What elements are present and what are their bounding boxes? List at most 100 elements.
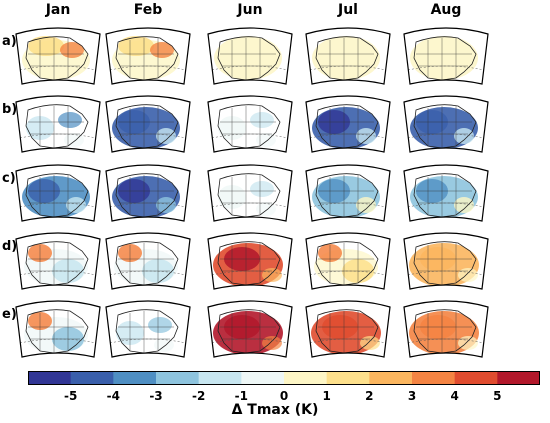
row-label-c: c) <box>2 171 16 186</box>
latitude-line <box>109 338 187 344</box>
column-title-feb: Feb <box>133 2 163 18</box>
latitude-line <box>309 202 387 208</box>
map-frame <box>403 164 489 222</box>
colorbar-segment <box>113 371 157 385</box>
latitude-line <box>407 338 485 344</box>
row-label-b: b) <box>2 102 18 117</box>
map-frame <box>403 300 489 358</box>
latitude-line <box>407 65 485 71</box>
coastline <box>115 104 179 149</box>
map-panel-e-jun <box>202 293 298 361</box>
map-panel-d-jun <box>202 225 298 293</box>
colorbar-segment <box>412 371 456 385</box>
latitude-line <box>309 270 387 276</box>
latitude-line <box>109 202 187 208</box>
coastline <box>413 104 477 149</box>
map-panel-b-jun <box>202 88 298 156</box>
coastline <box>25 173 89 218</box>
map-panel-e-jul <box>300 293 396 361</box>
latitude-line <box>211 65 289 71</box>
map-frame <box>105 95 191 153</box>
map-panel-d-feb <box>100 225 196 293</box>
colorbar-segment <box>454 371 498 385</box>
row-label-d: d) <box>2 239 18 254</box>
map-frame <box>105 300 191 358</box>
anomaly-field <box>214 36 282 80</box>
map-frame <box>305 232 391 290</box>
map-panel-c-jul <box>300 157 396 225</box>
map-panel-e-jan <box>10 293 106 361</box>
latitude-line <box>407 133 485 139</box>
map-panel-a-feb <box>100 20 196 88</box>
latitude-line <box>19 202 97 208</box>
anomaly-field <box>410 107 478 149</box>
colorbar <box>28 371 540 385</box>
map-panel-c-aug <box>398 157 494 225</box>
latitude-line <box>19 65 97 71</box>
colorbar-tick-label: -3 <box>149 389 163 403</box>
anomaly-field <box>312 107 380 149</box>
map-frame <box>15 95 101 153</box>
colorbar-segment <box>198 371 242 385</box>
map-panel-c-jun <box>202 157 298 225</box>
coastline <box>413 36 477 81</box>
colorbar-tick-label: 1 <box>322 389 331 403</box>
coastline <box>25 309 89 354</box>
coastline <box>115 36 179 81</box>
colorbar-tick-label: 5 <box>493 389 502 403</box>
column-title-jan: Jan <box>45 2 71 18</box>
coastline <box>413 309 477 354</box>
coastline <box>115 241 179 286</box>
latitude-line <box>19 338 97 344</box>
coastline <box>413 173 477 218</box>
colorbar-segment <box>28 371 72 385</box>
coastline <box>315 309 379 354</box>
anomaly-field <box>22 176 90 218</box>
latitude-line <box>211 202 289 208</box>
map-frame <box>207 232 293 290</box>
colorbar-tick-label: -1 <box>234 389 248 403</box>
anomaly-field <box>410 36 478 80</box>
map-panel-b-jan <box>10 88 106 156</box>
coastline <box>315 241 379 286</box>
coastline <box>217 36 281 81</box>
colorbar-tick-label: 3 <box>407 389 417 403</box>
latitude-line <box>309 338 387 344</box>
colorbar-segment <box>497 371 540 385</box>
coastline <box>115 309 179 354</box>
latitude-line <box>211 270 289 276</box>
latitude-line <box>211 133 289 139</box>
coastline <box>25 36 89 81</box>
map-frame <box>105 164 191 222</box>
row-label-a: a) <box>2 34 17 49</box>
colorbar-tick-label: -5 <box>63 389 78 403</box>
anomaly-field <box>112 176 180 218</box>
coastline <box>115 173 179 218</box>
latitude-line <box>19 133 97 139</box>
colorbar-segment <box>284 371 328 385</box>
map-panel-d-jul <box>300 225 396 293</box>
column-title-jul: Jul <box>338 2 358 18</box>
map-frame <box>15 232 101 290</box>
colorbar-tick-label: 2 <box>365 389 374 403</box>
map-panel-a-aug <box>398 20 494 88</box>
map-frame <box>305 164 391 222</box>
anomaly-field <box>112 107 180 149</box>
map-frame <box>105 27 191 85</box>
coastline <box>413 241 477 286</box>
colorbar-segment <box>369 371 413 385</box>
map-frame <box>403 232 489 290</box>
coastline <box>315 173 379 218</box>
map-frame <box>207 27 293 85</box>
map-frame <box>105 232 191 290</box>
map-panel-a-jun <box>202 20 298 88</box>
map-panel-e-feb <box>100 293 196 361</box>
column-title-jun: Jun <box>237 2 263 18</box>
map-panel-c-feb <box>100 157 196 225</box>
colorbar-tick-label: -4 <box>106 389 120 403</box>
latitude-line <box>407 202 485 208</box>
latitude-line <box>109 133 187 139</box>
map-frame <box>15 27 101 85</box>
map-panel-a-jul <box>300 20 396 88</box>
latitude-line <box>309 133 387 139</box>
